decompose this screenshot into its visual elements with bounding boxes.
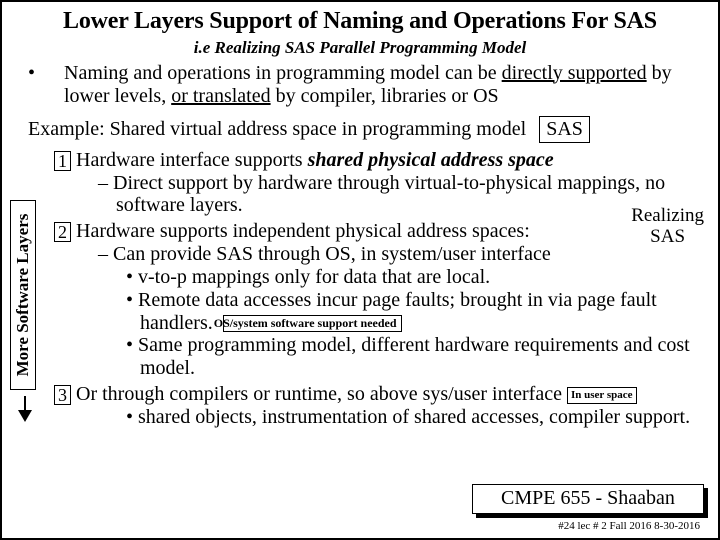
example-text: Example: Shared virtual address space in…	[28, 118, 526, 140]
arrow-down-icon	[17, 396, 33, 426]
example-line: Example: Shared virtual address space in…	[28, 116, 708, 143]
sas-box: SAS	[539, 116, 590, 143]
realizing-l1: Realizing	[631, 205, 704, 226]
item-2-sub: – Can provide SAS through OS, in system/…	[98, 243, 708, 266]
content-area: 1 Hardware interface supports shared phy…	[54, 149, 708, 429]
item2-sub-text: Can provide SAS through OS, in system/us…	[113, 243, 551, 265]
item3-text: Or through compilers or runtime, so abov…	[76, 383, 562, 405]
item-3: 3 Or through compilers or runtime, so ab…	[54, 383, 708, 406]
item1-sub-text: Direct support by hardware through virtu…	[113, 172, 665, 217]
footer-line: #24 lec # 2 Fall 2016 8-30-2016	[558, 520, 700, 532]
item-2-sub2a: • v-to-p mappings only for data that are…	[126, 266, 708, 289]
os-support-box: OS/system software support needed	[223, 315, 402, 333]
numbox-2: 2	[54, 222, 71, 242]
item-2-sub2b: • Remote data accesses incur page faults…	[126, 289, 708, 335]
bullet-text-pre: Naming and operations in programming mod…	[64, 62, 502, 84]
item2-sub2a-text: v-to-p mappings only for data that are l…	[138, 266, 490, 288]
vertical-label: More Software Layers	[13, 214, 33, 377]
numbox-1: 1	[54, 151, 71, 171]
item-1-sub: – Direct support by hardware through vir…	[98, 172, 708, 218]
footer-box: CMPE 655 - Shaaban	[472, 484, 704, 514]
realizing-label: Realizing SAS	[631, 206, 704, 248]
item2-sub2c-text: Same programming model, different hardwa…	[138, 334, 690, 379]
item-3-sub: • shared objects, instrumentation of sha…	[126, 406, 708, 429]
vertical-label-box: More Software Layers	[10, 200, 36, 390]
bullet-post: by compiler, libraries or OS	[271, 85, 499, 107]
item1-bi: shared physical address space	[308, 149, 554, 171]
item-1: 1 Hardware interface supports shared phy…	[54, 149, 708, 172]
bullet-u2: or translated	[171, 85, 270, 107]
slide: Lower Layers Support of Naming and Opera…	[0, 0, 720, 540]
user-space-box: In user space	[567, 387, 637, 404]
item-2: 2 Hardware supports independent physical…	[54, 220, 708, 243]
item3-sub-text: shared objects, instrumentation of share…	[138, 406, 690, 428]
item2-text: Hardware supports independent physical a…	[76, 220, 530, 242]
numbox-3: 3	[54, 385, 71, 405]
main-bullet: •Naming and operations in programming mo…	[46, 62, 708, 108]
slide-title: Lower Layers Support of Naming and Opera…	[12, 8, 708, 36]
slide-subtitle: i.e Realizing SAS Parallel Programming M…	[12, 38, 708, 58]
item-2-sub2c: • Same programming model, different hard…	[126, 334, 708, 380]
item1-pre: Hardware interface supports	[76, 149, 308, 171]
bullet-u1: directly supported	[502, 62, 647, 84]
realizing-l2: SAS	[650, 226, 685, 247]
